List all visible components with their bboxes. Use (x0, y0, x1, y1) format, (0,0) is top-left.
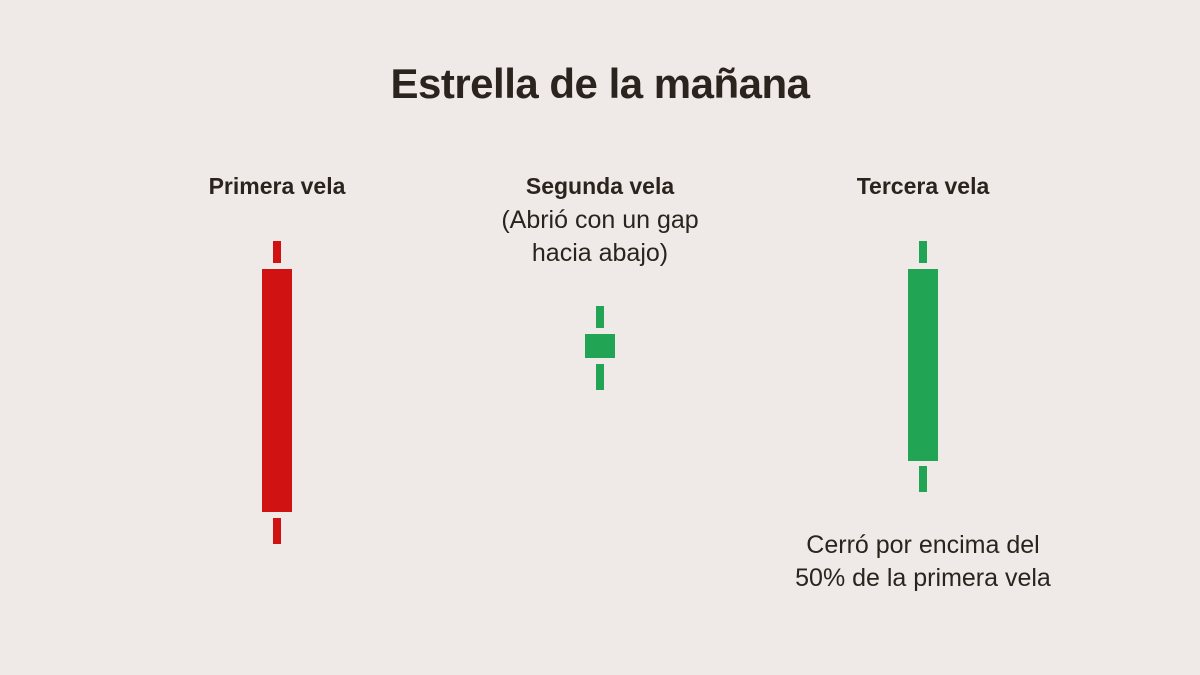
candle-3-label: Tercera vela (856, 173, 990, 199)
candle-1-lower-wick (273, 518, 281, 544)
candle-2-body (585, 334, 615, 358)
candle-1-label: Primera vela (208, 173, 346, 199)
candle-3 (908, 241, 938, 492)
candle-2 (585, 306, 615, 390)
candle-2-label: Segunda vela (525, 173, 675, 199)
candle-3-body (908, 269, 938, 461)
candle-3-upper-wick (919, 241, 927, 263)
candle-2-lower-wick (596, 364, 604, 390)
diagram-title: Estrella de la mañana (390, 60, 810, 107)
candle-3-note: Cerró por encima del 50% de la primera v… (795, 531, 1051, 592)
candle-1-body (262, 269, 292, 512)
candle-1 (262, 241, 292, 544)
candle-2-upper-wick (596, 306, 604, 328)
candle-2-sublabel: (Abrió con un gap hacia abajo) (501, 206, 699, 267)
candle-3-lower-wick (919, 466, 927, 492)
candle-1-upper-wick (273, 241, 281, 263)
